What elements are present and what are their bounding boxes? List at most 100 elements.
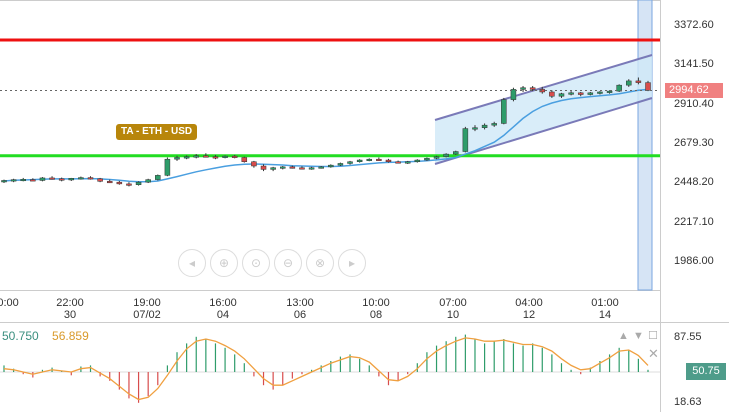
indicator-legend: 50.750 56.859 [2,329,89,343]
candle-body [308,167,315,170]
candle-body [87,177,94,180]
move-up-icon[interactable]: ▲ [618,330,629,342]
candle-body [174,157,180,160]
time-tick: 04:00 12 [504,297,554,321]
candle-body [366,158,373,161]
candle-body [39,177,46,181]
scroll-left-button[interactable]: ◂ [178,249,206,277]
time-tick-date: 14 [598,309,612,321]
candle-body [597,91,603,94]
candle-body [347,161,353,164]
scroll-right-button[interactable]: ▸ [338,249,366,277]
candle-body [97,178,103,182]
indicator-min-tick: 18.63 [674,396,702,408]
candle-body [145,179,151,183]
symbol-label[interactable]: TA - ETH - USD [116,124,198,140]
candle-body [481,124,488,128]
candle-body [279,166,286,169]
candle-body [395,161,401,164]
candle-body [510,89,517,100]
candle-body [587,92,594,95]
candle-body [116,181,123,185]
zoom-reset-button[interactable]: ⊙ [242,249,270,277]
price-tick: 2679.30 [674,137,714,149]
indicator-max-tick: 87.55 [674,331,702,343]
time-tick-time: 16:00 [209,297,237,309]
indicator-signal-line [3,337,649,401]
candle-body [78,177,84,180]
candle-body [645,82,651,91]
candle-body [299,167,305,170]
candle-body [289,166,296,169]
price-tick: 2910.40 [674,97,714,110]
candle-body [193,155,199,158]
indicator-pane [0,334,660,403]
candle-body [337,163,344,166]
candle-body [183,156,190,159]
channel-lower-line [434,97,653,165]
horizontal-lines [0,38,660,158]
fit-button[interactable]: ⊗ [306,249,334,277]
indicator-current-tag: 50.75 [686,363,726,380]
candle-body [491,123,497,126]
candle-body [453,151,459,155]
maximize-icon[interactable]: ☐ [648,330,658,342]
price-tick: 2448.20 [674,176,714,189]
candle-body [539,89,546,93]
candle-body [328,164,334,168]
trend-channel [434,54,653,165]
candle-body [404,161,411,164]
indicator-value-1: 50.750 [2,329,39,343]
time-tick-time: 22:00 [56,297,84,309]
candle-body [376,158,382,161]
time-tick-time: 04:00 [515,297,543,309]
candle-body [520,87,526,90]
candle-body [424,158,430,161]
time-tick-date: 08 [369,309,383,321]
time-tick: 16:00 04 [198,297,248,321]
time-tick-date: 10 [446,309,460,321]
candle-body [549,91,555,97]
candle-body [443,153,449,157]
time-tick: 10:00 [0,297,30,309]
time-tick-time: 07:00 [439,297,467,309]
time-tick-date: 07/02 [133,309,161,321]
price-tick: 1986.00 [674,255,714,267]
candle-body [222,155,228,158]
time-tick-time: 01:00 [591,297,619,309]
candle-body [135,181,142,185]
candle-body [529,87,536,90]
candle-body [30,179,36,182]
time-tick: 10:00 08 [351,297,401,321]
time-tick-time: 10:00 [362,297,390,309]
zoom-out-button[interactable]: ⊖ [274,249,302,277]
candle-body [260,165,267,170]
time-tick-date: 04 [216,309,230,321]
candle-body [68,178,75,181]
channel-fill [435,55,652,164]
candle-body [1,180,7,183]
candle-body [203,155,209,158]
ma-line [3,88,649,183]
close-icon[interactable]: ✕ [648,346,659,361]
candle-body [251,161,257,167]
candle-body [58,178,65,181]
time-tick-time: 13:00 [286,297,314,309]
zoom-in-button[interactable]: ⊕ [210,249,238,277]
latest-bar-highlight [637,0,653,291]
candle-body [49,177,55,180]
candle-body [414,159,421,163]
candle-body [558,93,565,97]
time-tick-date: 06 [293,309,307,321]
candle-body [270,167,276,170]
candle-body [20,179,26,182]
price-tick: 3141.50 [674,58,714,71]
moving-average [3,88,649,183]
move-down-icon[interactable]: ▼ [633,330,644,342]
candle-body [472,127,478,130]
candle-body [433,156,440,159]
time-tick: 13:00 06 [275,297,325,321]
candle-body [241,157,248,163]
